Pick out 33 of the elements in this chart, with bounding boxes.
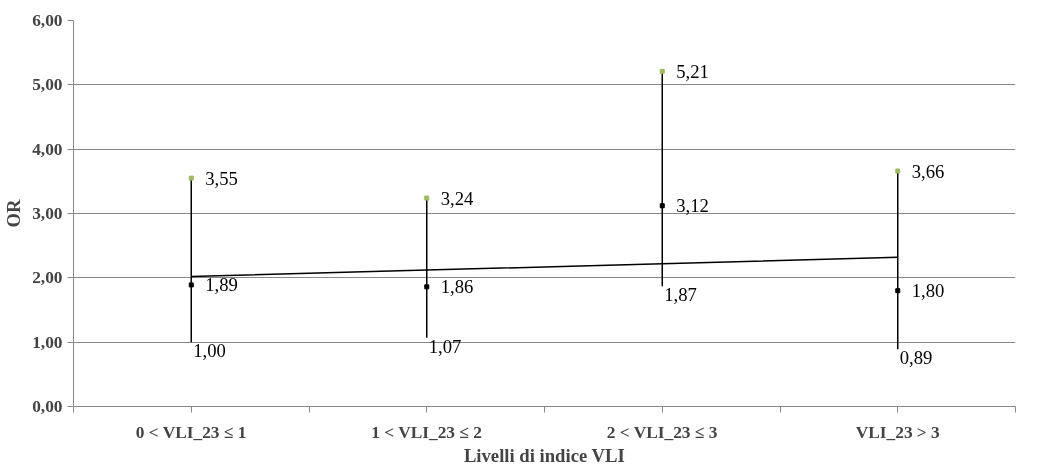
data-label: 3,12 [676,195,709,217]
annotation: 0,89 [899,347,933,369]
point [188,282,194,288]
data-label: 1,86 [440,276,474,298]
point [424,195,430,201]
y-axis-title: OR [3,198,25,228]
y-tick-label: 2,00 [32,268,63,288]
x-axis-title: Livelli di indice VLI [463,444,625,466]
point [659,68,665,74]
y-tick-label: 1,00 [32,332,63,352]
y-tick-label: 5,00 [32,75,63,95]
point [895,288,901,294]
point [424,284,430,290]
annotation: 1,07 [428,335,462,357]
y-tick-label: 6,00 [32,11,63,30]
data-label: 1,80 [911,280,945,302]
y-tick-label: 4,00 [32,139,63,159]
data-label: 5,21 [676,60,709,82]
point [659,203,665,209]
x-tick-label: 1 < VLI_23 ≤ 2 [371,422,482,442]
data-label: 1,89 [205,274,238,296]
y-tick-label: 0,00 [32,397,63,416]
annotation: 1,00 [193,340,226,362]
x-tick-label: VLI_23 > 3 [855,422,941,442]
annotation: 1,87 [664,284,697,306]
x-tick-label: 2 < VLI_23 ≤ 3 [606,422,718,442]
y-tick-label: 3,00 [32,204,63,223]
point [895,168,901,174]
point [188,175,194,181]
data-label: 3,55 [205,167,238,189]
x-tick-label: 0 < VLI_23 ≤ 1 [135,422,247,442]
data-label: 3,66 [911,160,945,182]
data-label: 3,24 [440,187,475,209]
